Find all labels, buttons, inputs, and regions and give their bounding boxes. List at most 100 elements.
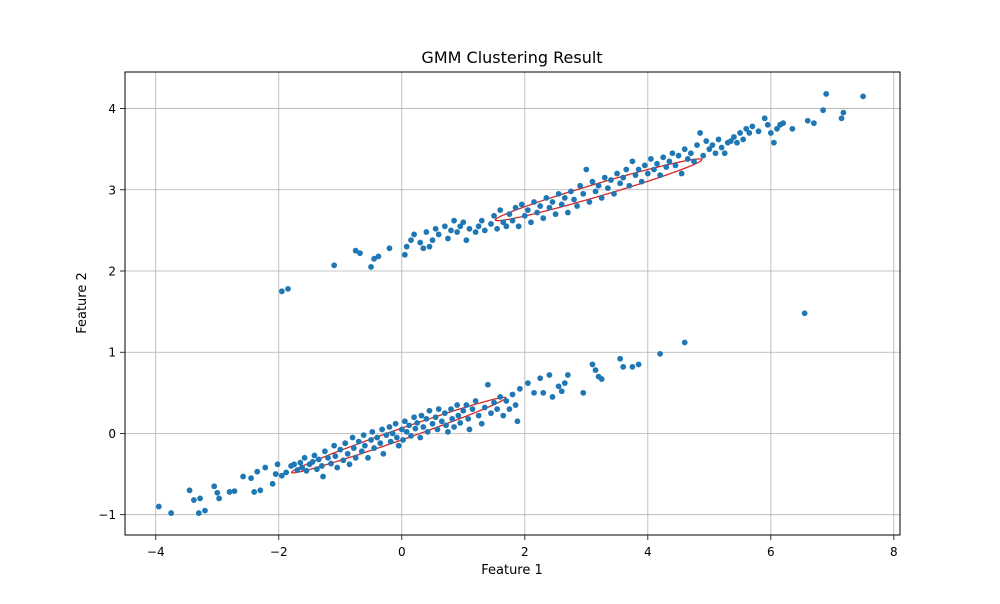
data-point (546, 372, 553, 378)
data-point (357, 250, 363, 257)
data-point (472, 229, 479, 235)
data-point (589, 361, 596, 368)
data-point (761, 115, 768, 122)
data-point (315, 456, 322, 463)
data-point (601, 174, 608, 181)
data-point (703, 138, 710, 144)
y-tick-label: 3 (108, 183, 116, 197)
data-point (558, 201, 565, 208)
data-point (294, 467, 301, 473)
data-points (155, 91, 866, 516)
data-point (368, 437, 374, 443)
data-point (285, 285, 291, 292)
data-point (549, 199, 556, 205)
data-point (635, 361, 642, 368)
data-point (454, 402, 461, 408)
data-point (349, 434, 356, 441)
data-point (395, 442, 402, 449)
data-point (506, 406, 513, 412)
data-point (418, 412, 425, 419)
data-point (186, 487, 193, 494)
data-point (455, 412, 462, 419)
data-point (731, 134, 737, 140)
data-point (226, 489, 233, 495)
data-point (291, 461, 298, 468)
x-tick-label: 4 (644, 545, 652, 559)
data-point (715, 136, 722, 143)
data-point (516, 385, 523, 392)
y-tick-label: 4 (108, 102, 116, 116)
data-point (155, 503, 162, 510)
data-point (678, 170, 685, 177)
data-point (518, 201, 525, 208)
data-point (331, 442, 338, 449)
data-point (411, 414, 417, 421)
data-point (488, 410, 494, 417)
data-point (641, 162, 648, 169)
data-point (383, 432, 390, 438)
data-point (190, 497, 197, 503)
data-point (449, 415, 456, 422)
data-point (635, 166, 642, 173)
data-point (801, 310, 808, 317)
data-point (497, 394, 504, 400)
data-point (592, 188, 599, 195)
data-point (195, 510, 202, 516)
data-point (257, 487, 264, 494)
data-point (534, 209, 541, 216)
data-point (700, 152, 707, 159)
data-point (432, 225, 439, 232)
data-point (552, 211, 559, 218)
data-point (666, 158, 673, 165)
y-tick-label: 0 (108, 427, 116, 441)
data-point (334, 464, 341, 471)
data-point (435, 231, 442, 238)
data-point (318, 463, 325, 469)
data-point (617, 180, 624, 187)
data-point (274, 461, 281, 468)
data-point (491, 212, 497, 219)
data-point (408, 237, 414, 244)
data-point (521, 212, 528, 219)
data-point (484, 381, 491, 388)
data-point (669, 150, 676, 157)
data-point (774, 125, 780, 132)
data-point (368, 264, 374, 270)
data-point (466, 225, 473, 232)
data-point (509, 391, 516, 398)
data-point (561, 195, 568, 201)
data-point (393, 434, 400, 441)
data-point (311, 452, 318, 459)
data-point (314, 466, 320, 473)
data-point (262, 464, 269, 471)
data-point (320, 473, 326, 480)
data-point (465, 415, 472, 422)
data-point (216, 495, 223, 502)
data-point (197, 495, 203, 502)
data-point (718, 144, 725, 151)
data-point (340, 457, 347, 464)
data-point (755, 128, 762, 135)
x-tick-label: 0 (398, 545, 406, 559)
data-point (478, 217, 485, 224)
data-point (466, 426, 473, 433)
data-point (657, 350, 664, 357)
y-tick-label: 2 (108, 265, 116, 279)
data-point (549, 394, 556, 400)
data-point (231, 488, 238, 495)
data-point (589, 178, 596, 185)
data-point (706, 146, 713, 153)
data-point (371, 445, 378, 451)
data-point (202, 507, 208, 514)
data-point (211, 483, 218, 490)
data-point (240, 473, 246, 480)
data-point (614, 170, 620, 177)
x-tick-label: 8 (890, 545, 898, 559)
data-point (604, 185, 611, 192)
data-point (303, 467, 310, 474)
data-point (278, 472, 285, 479)
data-point (651, 166, 657, 173)
data-point (400, 437, 406, 443)
data-point (342, 440, 349, 447)
